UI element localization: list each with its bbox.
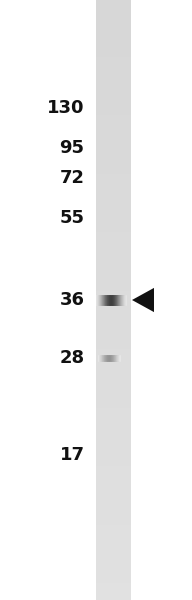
Text: 72: 72 <box>60 169 84 187</box>
Bar <box>96 0 131 600</box>
Text: 95: 95 <box>60 139 84 157</box>
Text: 17: 17 <box>60 446 84 464</box>
Text: 28: 28 <box>59 349 84 367</box>
Polygon shape <box>132 288 154 312</box>
Text: 36: 36 <box>60 291 84 309</box>
Text: 130: 130 <box>47 99 84 117</box>
Text: 55: 55 <box>60 209 84 227</box>
